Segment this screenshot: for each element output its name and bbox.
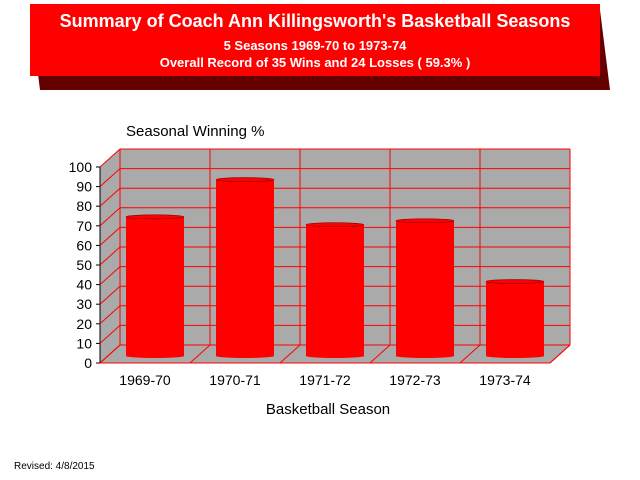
gridline-floor [99,344,121,364]
x-tick-label: 1970-71 [209,372,261,388]
bar [485,279,545,358]
bar-base [486,354,544,358]
gridline-side [99,285,121,305]
gridline-side [99,246,121,266]
y-tick-label: 20 [76,316,92,332]
gridline-side [99,168,121,187]
gridline-side [99,325,121,344]
bar-base [216,354,274,358]
x-tick-labels: 1969-70 1970-71 1971-72 1972-73 1973-74 [119,372,531,388]
bar-body [126,216,184,356]
gridline-side [99,187,121,207]
y-tick-labels: 0 10 20 30 40 50 60 70 80 90 100 [69,159,93,371]
bar-base [306,354,364,358]
x-tick-label: 1969-70 [119,372,171,388]
gridline-side [99,148,121,168]
y-tick-label: 10 [76,335,92,351]
y-tick-label: 90 [76,179,92,195]
revised-date: Revised: 4/8/2015 [14,461,95,472]
y-tick-label: 70 [76,218,92,234]
bar-cap [125,214,185,220]
bar-body [216,179,274,356]
x-tick-label: 1973-74 [479,372,531,388]
y-tick-label: 0 [84,355,92,371]
bar [305,222,365,358]
x-tick-label: 1972-73 [389,372,441,388]
title-banner [30,4,600,76]
y-tick-label: 80 [76,198,92,214]
bar-body [306,224,364,356]
bar-cap [305,222,365,227]
y-tick-label: 100 [69,159,93,175]
bars [125,177,545,358]
gridline-floor [369,344,391,364]
bar [215,177,275,358]
bar-base [126,354,184,358]
gridline-side [99,207,121,227]
y-tick-label: 60 [76,237,92,253]
chart-title: Seasonal Winning % [126,123,264,140]
bar-cap [485,279,545,284]
y-tick-label: 40 [76,277,92,293]
bar-cap [215,177,275,182]
bar [395,218,455,358]
y-tick-label: 30 [76,296,92,312]
bar-body [486,281,544,356]
gridline-side [99,305,121,325]
bar-body [396,220,454,356]
x-tick-label: 1971-72 [299,372,351,388]
seasons-subtitle: 5 Seasons 1969-70 to 1973-74 [223,38,407,53]
gridline-floor [459,344,481,364]
gridline-floor [549,344,571,364]
gridline-side [99,227,121,246]
gridline-floor [189,344,211,364]
bar [125,214,185,358]
x-axis-label: Basketball Season [266,401,390,418]
page-title: Summary of Coach Ann Killingsworth's Bas… [59,11,571,31]
bar-base [396,354,454,358]
gridline-floor [279,344,301,364]
bar-cap [395,218,455,224]
gridline-side [99,266,121,285]
record-subtitle: Overall Record of 35 Wins and 24 Losses … [159,55,471,70]
y-tick-label: 50 [76,257,92,273]
